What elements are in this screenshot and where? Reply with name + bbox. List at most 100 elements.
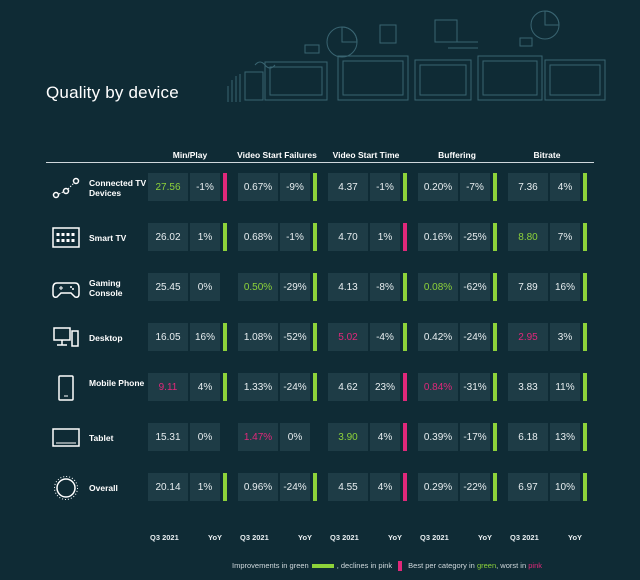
- table-row: Desktop 16.05 16% 1.08% -52% 5.02 -4% 0.42% -24%…: [46, 318, 606, 358]
- trend-bar: [403, 423, 407, 451]
- trend-bar: [403, 473, 407, 501]
- trend-bar: [313, 423, 317, 451]
- trend-bar: [583, 473, 587, 501]
- trend-bar: [493, 273, 497, 301]
- value-cell: 6.18: [508, 423, 548, 451]
- value-cell: 26.02: [148, 223, 188, 251]
- device-name: Gaming Console: [89, 278, 123, 298]
- yoy-cell: -1%: [280, 223, 310, 251]
- yoy-cell: 7%: [550, 223, 580, 251]
- trend-bar: [313, 323, 317, 351]
- yoy-cell: -17%: [460, 423, 490, 451]
- device-name: Smart TV: [89, 233, 127, 243]
- footer-yoy-label: YoY: [478, 533, 493, 542]
- trend-bar: [313, 273, 317, 301]
- trend-bar: [583, 223, 587, 251]
- footer-yoy-label: YoY: [568, 533, 583, 542]
- value-cell: 15.31: [148, 423, 188, 451]
- value-cell: 16.05: [148, 323, 188, 351]
- value-cell: 2.95: [508, 323, 548, 351]
- trend-bar: [583, 173, 587, 201]
- value-cell: 0.08%: [418, 273, 458, 301]
- value-cell: 8.80: [508, 223, 548, 251]
- yoy-cell: 1%: [370, 223, 400, 251]
- smart-tv-icon: [52, 227, 80, 248]
- yoy-cell: -7%: [460, 173, 490, 201]
- yoy-cell: 16%: [190, 323, 220, 351]
- device-illustration-header: [227, 10, 606, 102]
- desktop-icon: [53, 327, 79, 347]
- yoy-cell: 3%: [550, 323, 580, 351]
- page-title: Quality by device: [46, 83, 179, 102]
- legend-worst-mid: , worst in: [496, 561, 529, 570]
- value-cell: 3.90: [328, 423, 368, 451]
- trend-bar: [223, 173, 227, 201]
- value-cell: 0.42%: [418, 323, 458, 351]
- legend-improvements-text: Improvements in green: [232, 561, 309, 570]
- table-row: Tablet 15.31 0% 1.47% 0% 3.90 4% 0.39% -17% 6.18 1…: [46, 418, 606, 458]
- yoy-cell: 4%: [370, 423, 400, 451]
- table-row: Mobile Phone 9.11 4% 1.33% -24% 4.62 23% 0.84% -…: [46, 368, 606, 408]
- value-cell: 1.47%: [238, 423, 278, 451]
- trend-bar: [313, 373, 317, 401]
- legend: Improvements in green , declines in pink B…: [232, 561, 542, 572]
- trend-bar: [493, 223, 497, 251]
- value-cell: 7.89: [508, 273, 548, 301]
- table-row: Connected TV Devices 27.56 -1% 0.67% -9% 4.37…: [46, 168, 606, 208]
- yoy-cell: -52%: [280, 323, 310, 351]
- yoy-cell: -29%: [280, 273, 310, 301]
- trend-bar: [403, 373, 407, 401]
- table-row: Overall 20.14 1% 0.96% -24% 4.55 4% 0.29% -22% 6.…: [46, 468, 606, 508]
- value-cell: 1.08%: [238, 323, 278, 351]
- trend-bar: [403, 173, 407, 201]
- value-cell: 4.70: [328, 223, 368, 251]
- yoy-cell: 0%: [190, 273, 220, 301]
- trend-bar: [313, 473, 317, 501]
- yoy-cell: 10%: [550, 473, 580, 501]
- yoy-cell: -25%: [460, 223, 490, 251]
- value-cell: 0.50%: [238, 273, 278, 301]
- yoy-cell: -62%: [460, 273, 490, 301]
- device-name: Mobile Phone: [89, 378, 145, 388]
- footer-q3-label: Q3 2021: [330, 533, 359, 542]
- value-cell: 0.16%: [418, 223, 458, 251]
- column-header-3: Buffering: [438, 150, 476, 160]
- legend-decline-swatch: [398, 561, 403, 572]
- yoy-cell: -31%: [460, 373, 490, 401]
- value-cell: 3.83: [508, 373, 548, 401]
- trend-bar: [403, 323, 407, 351]
- value-cell: 9.11: [148, 373, 188, 401]
- gamepad-icon: [52, 282, 80, 298]
- value-cell: 0.29%: [418, 473, 458, 501]
- yoy-cell: 0%: [190, 423, 220, 451]
- yoy-cell: -8%: [370, 273, 400, 301]
- trend-bar: [583, 423, 587, 451]
- yoy-cell: 1%: [190, 473, 220, 501]
- footer-q3-label: Q3 2021: [420, 533, 449, 542]
- yoy-cell: 16%: [550, 273, 580, 301]
- trend-bar: [223, 473, 227, 501]
- table-row: Gaming Console 25.45 0% 0.50% -29% 4.13 -8% 0.0…: [46, 268, 606, 308]
- trend-bar: [583, 373, 587, 401]
- value-cell: 6.97: [508, 473, 548, 501]
- yoy-cell: -1%: [190, 173, 220, 201]
- trend-bar: [493, 473, 497, 501]
- value-cell: 27.56: [148, 173, 188, 201]
- column-header-2: Video Start Time: [332, 150, 400, 160]
- value-cell: 25.45: [148, 273, 188, 301]
- legend-declines-text: , declines in pink: [336, 561, 393, 570]
- trend-bar: [403, 223, 407, 251]
- value-cell: 0.20%: [418, 173, 458, 201]
- value-cell: 0.39%: [418, 423, 458, 451]
- tablet-icon: [52, 428, 80, 447]
- trend-bar: [493, 423, 497, 451]
- value-cell: 0.68%: [238, 223, 278, 251]
- table-row: Smart TV 26.02 1% 0.68% -1% 4.70 1% 0.16% -25% 8.…: [46, 218, 606, 258]
- trend-bar: [223, 273, 227, 301]
- trend-bar: [223, 373, 227, 401]
- trend-bar: [493, 173, 497, 201]
- footer-q3-label: Q3 2021: [240, 533, 269, 542]
- value-cell: 5.02: [328, 323, 368, 351]
- yoy-cell: -4%: [370, 323, 400, 351]
- device-name: Desktop: [89, 333, 123, 343]
